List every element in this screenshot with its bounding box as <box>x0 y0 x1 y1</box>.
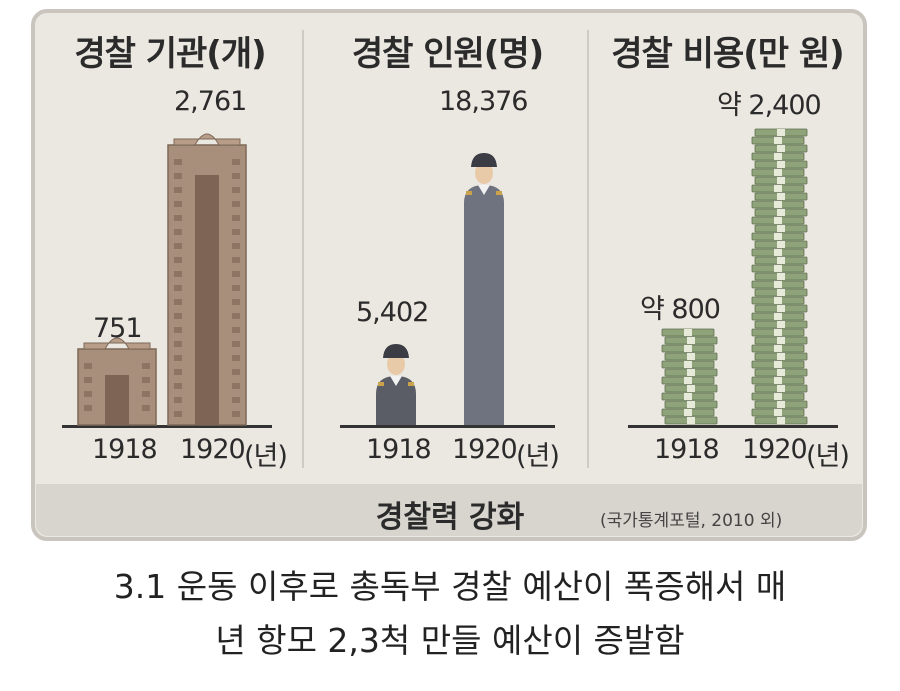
year-label: 1920 <box>452 434 518 465</box>
building-bar <box>77 337 157 426</box>
value-label: 2,761 <box>174 86 247 117</box>
value-label: 약 2,400 <box>717 90 822 121</box>
value-label: 5,402 <box>356 297 429 328</box>
value-label: 약 800 <box>640 294 721 325</box>
panel-title-cost: 경찰 비용(만 원) <box>611 34 844 74</box>
baseline <box>628 425 838 428</box>
year-unit-label: (년) <box>516 441 560 472</box>
panel-divider <box>587 30 589 468</box>
footer-bar <box>36 484 862 536</box>
year-label: 1918 <box>92 434 158 465</box>
source-note: (국가통계포털, 2010 외) <box>600 511 783 531</box>
caption-line-2: 년 항모 2,3척 만들 예산이 증발함 <box>215 621 685 660</box>
money-stack-bar <box>751 128 808 425</box>
footer-title: 경찰력 강화 <box>375 500 525 535</box>
panel-divider <box>302 30 304 468</box>
value-label: 751 <box>93 313 143 344</box>
panel-title-institutions: 경찰 기관(개) <box>74 34 266 74</box>
panel-title-personnel: 경찰 인원(명) <box>351 34 544 74</box>
personnel-chart <box>376 153 504 425</box>
money-stack-bar <box>661 328 718 425</box>
baseline <box>62 425 272 428</box>
value-label: 18,376 <box>439 86 528 117</box>
building-bar <box>167 133 247 426</box>
year-unit-label: (년) <box>244 441 288 472</box>
year-unit-label: (년) <box>806 441 850 472</box>
officer-bar <box>376 344 416 425</box>
year-label: 1918 <box>654 434 720 465</box>
institutions-chart <box>77 133 247 426</box>
caption-line-1: 3.1 운동 이후로 총독부 경찰 예산이 폭증해서 매 <box>113 567 787 606</box>
year-label: 1920 <box>742 434 808 465</box>
year-label: 1920 <box>180 434 246 465</box>
year-label: 1918 <box>366 434 432 465</box>
baseline <box>340 425 555 428</box>
cost-chart <box>661 128 808 425</box>
officer-bar <box>464 153 504 425</box>
